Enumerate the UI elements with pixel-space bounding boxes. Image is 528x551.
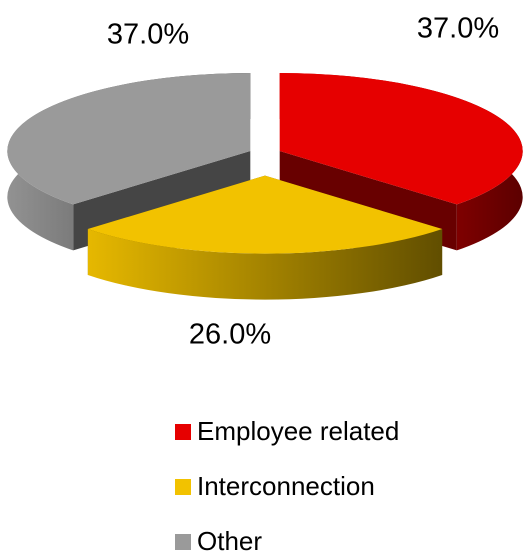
legend-label: Interconnection	[197, 471, 375, 501]
legend-swatch	[175, 424, 191, 440]
data-label: 26.0%	[189, 319, 271, 351]
legend-label: Other	[197, 526, 262, 551]
slice-side	[87, 228, 443, 300]
slice	[87, 175, 443, 254]
slice	[87, 175, 443, 300]
data-label: 37.0%	[417, 13, 499, 45]
legend-label: Employee related	[197, 416, 399, 446]
data-label: 37.0%	[107, 19, 189, 51]
slice	[279, 73, 523, 205]
legend-swatch	[175, 534, 191, 550]
slice	[7, 73, 251, 205]
legend-swatch	[175, 479, 191, 495]
